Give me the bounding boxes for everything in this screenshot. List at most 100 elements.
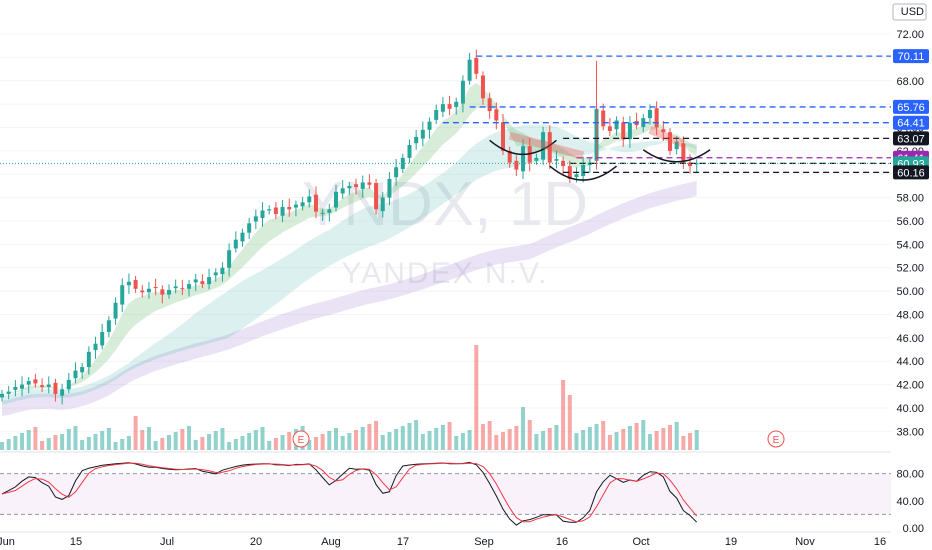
price-tag-label: 65.76: [897, 102, 925, 114]
candle-body: [20, 384, 25, 389]
candle-body: [447, 104, 452, 109]
volume-bar: [474, 345, 479, 450]
middle-cup-arc: [549, 165, 618, 181]
time-tick-label: 19: [725, 536, 737, 548]
downtrend-highlight: [648, 126, 685, 148]
earnings-marker-icon: [292, 430, 310, 448]
candle-body: [574, 174, 579, 178]
price-tick-label: 48.00: [896, 309, 924, 321]
volume-bar: [688, 433, 693, 450]
volume-bar: [654, 431, 659, 450]
candle-body: [233, 239, 238, 249]
candle-body: [293, 204, 298, 208]
time-tick-label: 16: [874, 536, 886, 548]
time-tick-label: Sep: [474, 536, 494, 548]
candle-body: [313, 194, 318, 212]
time-tick-label: 16: [556, 536, 568, 548]
volume-bar: [307, 440, 312, 450]
candle-body: [307, 196, 312, 203]
volume-bar: [46, 438, 51, 450]
earnings-marker-label: E: [773, 435, 780, 446]
volume-bar: [420, 434, 425, 450]
volume-bar: [621, 429, 626, 450]
time-axis[interactable]: Jun 15 Jul 20 Aug 17 Sep 16 Oct 19 Nov 16: [0, 533, 932, 550]
candle-body: [654, 108, 659, 128]
candle-body: [480, 75, 485, 99]
volume-bar: [534, 434, 539, 450]
candle-body: [427, 121, 432, 130]
volume-bar: [594, 424, 599, 450]
candle-body: [240, 232, 245, 242]
volume-bar: [153, 441, 158, 450]
candle-body: [320, 212, 325, 214]
price-tag-label: 63.07: [897, 133, 925, 145]
time-tick-label: Jun: [0, 536, 15, 548]
volume-bar: [587, 427, 592, 450]
volume-bar: [287, 432, 292, 450]
candle-body: [26, 381, 31, 385]
candle-body: [467, 59, 472, 81]
volume-bar: [554, 425, 559, 450]
stochastic-pane: [0, 461, 891, 526]
volume-bar: [400, 426, 405, 450]
volume-bar: [647, 434, 652, 450]
volume-bar: [80, 440, 85, 450]
watermark-company: YANDEX N.V.: [341, 257, 548, 290]
volume-bar: [220, 428, 225, 450]
volume-bar: [86, 437, 91, 450]
stoch-tick-label: 80.00: [896, 469, 924, 481]
candle-body: [33, 379, 38, 384]
candle-body: [40, 385, 45, 387]
volume-bar: [394, 429, 399, 450]
candle-body: [354, 184, 359, 188]
candle-body: [60, 389, 65, 396]
candle-body: [607, 126, 612, 132]
volume-bar: [614, 432, 619, 450]
volume-bar: [507, 429, 512, 450]
volume-bar: [467, 430, 472, 450]
volume-bar: [140, 430, 145, 450]
time-tick-label: 15: [70, 536, 82, 548]
long-term-ribbon: [2, 180, 697, 417]
price-axis[interactable]: USD: [891, 0, 932, 550]
time-tick-label: 20: [250, 536, 262, 548]
volume-bar: [407, 423, 412, 450]
volume-bar: [233, 439, 238, 450]
volume-bar: [360, 427, 365, 450]
candle-body: [46, 384, 51, 387]
candle-body: [514, 160, 519, 170]
volume-bar: [340, 436, 345, 450]
volume-bar: [514, 426, 519, 450]
price-tick-label: 54.00: [896, 239, 924, 251]
candle-body: [220, 267, 225, 275]
price-tick-label: 50.00: [896, 286, 924, 298]
candle-body: [0, 393, 4, 398]
candle-body: [247, 223, 252, 233]
candle-body: [86, 351, 91, 368]
candle-body: [661, 129, 666, 133]
candle-body: [460, 80, 465, 104]
candle-body: [474, 57, 479, 74]
stoch-band: [0, 473, 891, 515]
volume-bar: [521, 407, 526, 450]
candle-body: [601, 110, 606, 127]
candle-body: [394, 167, 399, 178]
volume-bar: [581, 430, 586, 450]
volume-bar: [60, 434, 65, 450]
candle-body: [126, 281, 131, 286]
candle-body: [367, 182, 372, 185]
volume-bar: [227, 442, 232, 450]
currency-label: USD: [901, 6, 924, 18]
candle-body: [494, 109, 499, 121]
candle-body: [547, 132, 552, 163]
price-tick-label: 42.00: [896, 380, 924, 392]
volume-bar: [160, 438, 165, 450]
candle-body: [374, 183, 379, 210]
volume-bar: [26, 430, 31, 450]
earnings-marker-label: E: [298, 435, 305, 446]
candle-body: [534, 157, 539, 161]
candle-body: [280, 206, 285, 216]
candle-body: [681, 143, 686, 163]
